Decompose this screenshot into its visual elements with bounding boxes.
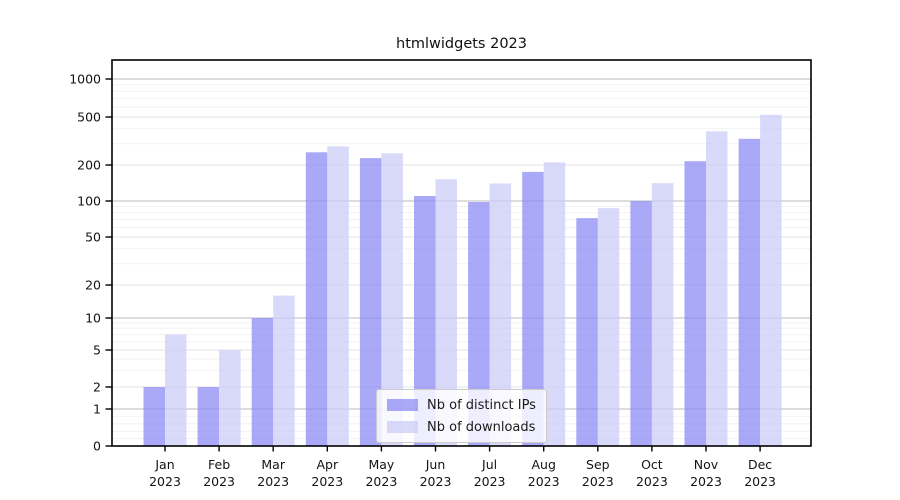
x-tick-label-jul: Jul xyxy=(481,457,497,472)
legend-item-distinct-ips: Nb of distinct IPs xyxy=(387,397,536,413)
x-tick-year-aug: 2023 xyxy=(528,474,560,489)
y-tick-label-1: 1 xyxy=(93,402,101,417)
bar-ips-mar xyxy=(251,318,274,446)
y-tick-label-500: 500 xyxy=(77,110,101,125)
x-tick-year-sep: 2023 xyxy=(582,474,614,489)
x-tick-label-sep: Sep xyxy=(586,457,610,472)
bar-ips-jun xyxy=(414,196,436,446)
bar-downloads-sep xyxy=(597,208,620,446)
x-tick-label-oct: Oct xyxy=(641,457,663,472)
x-tick-label-may: May xyxy=(368,457,394,472)
legend-swatch-distinct-ips xyxy=(387,399,418,411)
bar-downloads-feb xyxy=(219,350,241,446)
legend-swatch-downloads xyxy=(387,421,418,433)
x-tick-year-jan: 2023 xyxy=(149,474,181,489)
y-tick-label-5: 5 xyxy=(93,343,101,358)
x-tick-label-nov: Nov xyxy=(694,457,719,472)
bar-downloads-aug xyxy=(543,162,566,446)
bar-downloads-jul xyxy=(489,183,512,446)
y-tick-label-50: 50 xyxy=(85,230,101,245)
x-tick-year-jul: 2023 xyxy=(474,474,506,489)
x-tick-label-apr: Apr xyxy=(316,457,338,472)
bar-downloads-oct xyxy=(651,183,674,446)
bar-downloads-jun xyxy=(435,179,457,447)
x-tick-year-oct: 2023 xyxy=(636,474,668,489)
x-tick-label-jun: Jun xyxy=(425,457,446,472)
x-tick-label-mar: Mar xyxy=(261,457,285,472)
x-tick-label-aug: Aug xyxy=(531,457,555,472)
bar-downloads-dec xyxy=(760,114,782,447)
legend-label-downloads: Nb of downloads xyxy=(427,419,536,435)
bar-ips-sep xyxy=(576,218,598,446)
bar-ips-may xyxy=(359,158,382,446)
y-tick-label-2: 2 xyxy=(93,380,101,395)
bar-ips-feb xyxy=(197,387,220,446)
x-tick-label-feb: Feb xyxy=(208,457,230,472)
legend: Nb of distinct IPs Nb of downloads xyxy=(376,389,547,443)
chart-title: htmlwidgets 2023 xyxy=(396,36,527,52)
y-tick-label-1000: 1000 xyxy=(69,72,101,87)
plot-border xyxy=(111,59,812,447)
y-tick-label-0: 0 xyxy=(93,439,101,454)
x-tick-year-may: 2023 xyxy=(365,474,397,489)
legend-label-distinct-ips: Nb of distinct IPs xyxy=(427,397,536,413)
bar-ips-oct xyxy=(630,201,652,446)
x-tick-year-mar: 2023 xyxy=(257,474,289,489)
x-tick-label-dec: Dec xyxy=(748,457,772,472)
y-tick-label-10: 10 xyxy=(85,311,101,326)
bar-ips-aug xyxy=(522,171,544,446)
x-tick-year-apr: 2023 xyxy=(311,474,343,489)
x-tick-year-jun: 2023 xyxy=(420,474,452,489)
bar-downloads-apr xyxy=(327,146,349,446)
x-tick-year-nov: 2023 xyxy=(690,474,722,489)
bar-ips-dec xyxy=(738,138,761,447)
bar-ips-nov xyxy=(684,161,706,446)
x-tick-year-feb: 2023 xyxy=(203,474,235,489)
x-tick-label-jan: Jan xyxy=(154,457,174,472)
bar-downloads-mar xyxy=(273,295,295,446)
bar-downloads-jan xyxy=(165,334,187,446)
bar-downloads-nov xyxy=(706,131,728,446)
y-tick-label-200: 200 xyxy=(77,158,101,173)
y-tick-label-20: 20 xyxy=(85,278,101,293)
x-tick-year-dec: 2023 xyxy=(744,474,776,489)
y-tick-label-100: 100 xyxy=(77,194,101,209)
bar-downloads-may xyxy=(381,153,403,447)
bar-ips-jan xyxy=(143,387,165,446)
legend-item-downloads: Nb of downloads xyxy=(387,419,536,435)
bar-ips-jul xyxy=(468,202,490,446)
bar-ips-apr xyxy=(305,152,328,447)
